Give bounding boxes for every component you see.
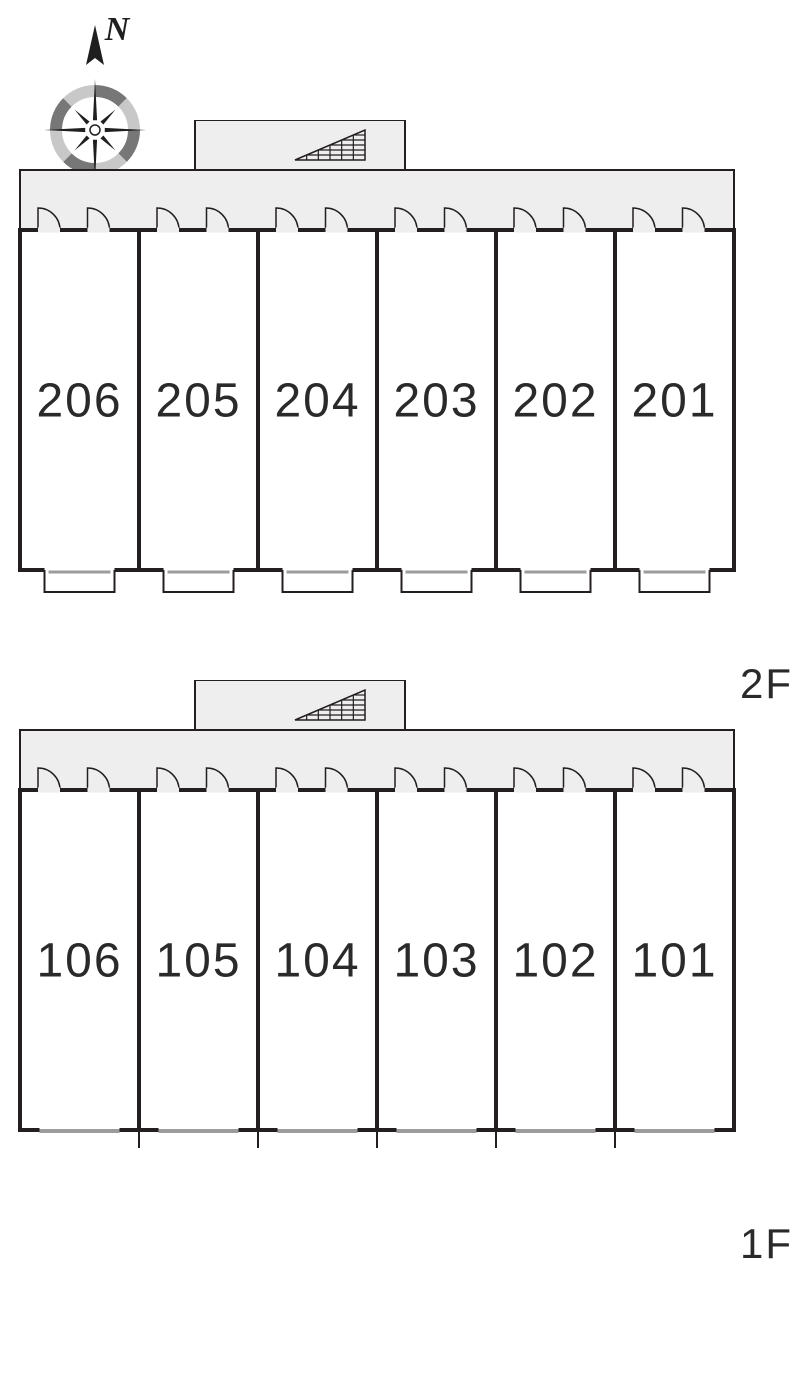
unit-label: 105 [155,935,241,988]
unit-label: 201 [631,375,717,428]
unit-label: 104 [274,935,360,988]
floor-2f: 206 205 204 203 202 201 [0,120,800,610]
corridor [20,170,734,232]
compass-arrow [86,25,104,65]
unit-label: 103 [393,935,479,988]
unit-label: 106 [36,935,122,988]
unit-label: 205 [155,375,241,428]
stair-landing [195,120,405,172]
floor-label-1f: 1F [740,1220,793,1268]
stair-landing [195,680,405,732]
unit-label: 101 [631,935,717,988]
unit-label: 204 [274,375,360,428]
unit-label: 202 [512,375,598,428]
unit-label: 102 [512,935,598,988]
compass-north-label: N [104,11,131,48]
corridor [20,730,734,792]
unit-label: 206 [36,375,122,428]
floor-1f: 106 105 104 103 102 101 [0,680,800,1170]
unit-label: 203 [393,375,479,428]
